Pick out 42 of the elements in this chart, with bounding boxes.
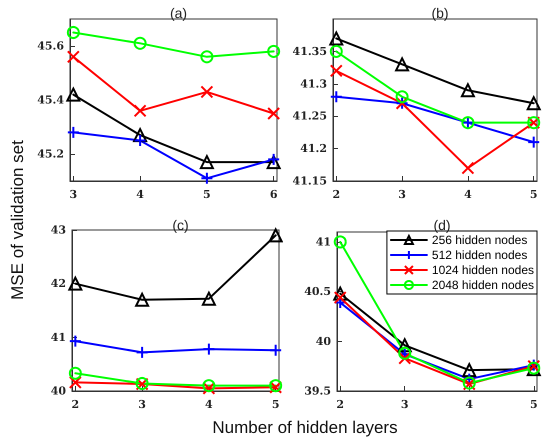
y-tick-label: 41.25 xyxy=(292,110,327,123)
y-tick-label: 40.5 xyxy=(304,285,331,298)
x-tick-label: 5 xyxy=(530,188,538,201)
x-tick-label: 2 xyxy=(332,188,340,201)
x-axis-title: Number of hidden layers xyxy=(212,418,398,438)
chart-title: (b) xyxy=(431,5,449,21)
x-tick-label: 2 xyxy=(72,398,80,411)
chart-title: (c) xyxy=(172,217,189,233)
legend-label: 2048 hidden nodes xyxy=(432,278,534,292)
x-tick-label: 5 xyxy=(203,188,211,201)
legend-label: 1024 hidden nodes xyxy=(432,263,534,277)
legend-label: 512 hidden nodes xyxy=(432,248,528,262)
x-tick-label: 3 xyxy=(138,398,146,411)
chart-title: (d) xyxy=(433,217,451,233)
x-tick-label: 4 xyxy=(464,188,472,201)
y-tick-label: 45.6 xyxy=(37,40,64,52)
x-tick-label: 4 xyxy=(136,188,144,201)
y-tick-label: 40 xyxy=(316,334,332,348)
x-tick-label: 4 xyxy=(205,398,214,411)
x-tick-label: 3 xyxy=(70,188,78,201)
y-tick-label: 41.2 xyxy=(300,142,327,156)
y-tick-label: 41.35 xyxy=(292,44,327,58)
y-tick-label: 41.3 xyxy=(300,77,327,90)
legend-label: 256 hidden nodes xyxy=(432,233,528,247)
x-tick-label: 2 xyxy=(336,398,344,411)
y-tick-label: 42 xyxy=(50,277,66,290)
y-tick-label: 41 xyxy=(50,330,66,344)
y-tick-label: 45.2 xyxy=(37,148,64,160)
y-tick-label: 40 xyxy=(50,384,66,398)
y-tick-label: 41 xyxy=(316,235,331,248)
chart-title: (a) xyxy=(170,5,188,21)
y-tick-label: 41.15 xyxy=(292,174,327,188)
x-tick-label: 5 xyxy=(272,398,280,411)
x-tick-label: 5 xyxy=(530,398,538,411)
x-tick-label: 4 xyxy=(465,398,474,411)
y-tick-label: 39.5 xyxy=(304,384,331,398)
y-tick-label: 43 xyxy=(50,224,66,236)
x-tick-label: 3 xyxy=(398,188,406,201)
x-tick-label: 6 xyxy=(270,188,278,201)
y-tick-label: 45.4 xyxy=(37,94,64,106)
y-axis-title: MSE of validation set xyxy=(8,140,28,300)
x-tick-label: 3 xyxy=(400,398,409,411)
